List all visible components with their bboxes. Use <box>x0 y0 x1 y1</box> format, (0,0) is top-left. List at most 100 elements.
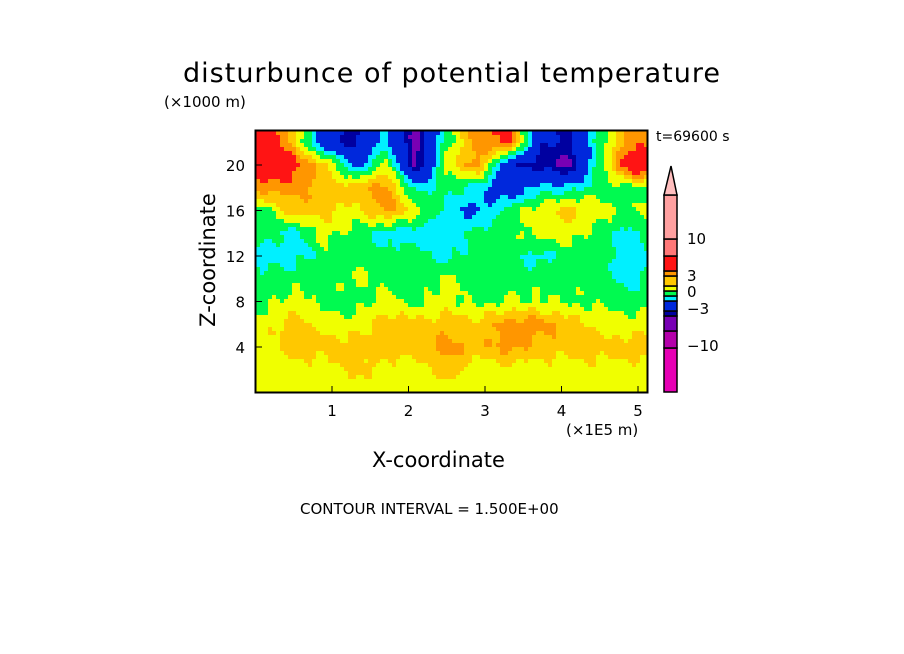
contour-cell <box>616 159 620 163</box>
contour-cell <box>292 323 296 327</box>
contour-cell <box>504 131 508 135</box>
contour-cell <box>484 179 488 183</box>
contour-cell <box>496 299 500 303</box>
contour-cell <box>376 287 380 291</box>
contour-cell <box>356 303 360 307</box>
contour-cell <box>372 303 376 307</box>
contour-cell <box>280 231 284 235</box>
contour-cell <box>624 279 628 283</box>
contour-cell <box>532 315 536 319</box>
contour-cell <box>328 295 332 299</box>
contour-cell <box>564 175 568 179</box>
contour-cell <box>528 159 532 163</box>
contour-cell <box>592 211 596 215</box>
contour-cell <box>536 255 540 259</box>
contour-cell <box>548 159 552 163</box>
contour-cell <box>644 187 647 191</box>
contour-cell <box>552 307 556 311</box>
contour-cell <box>272 315 276 319</box>
contour-cell <box>316 135 320 139</box>
contour-cell <box>588 207 592 211</box>
contour-cell <box>592 143 596 147</box>
contour-cell <box>300 255 304 259</box>
contour-cell <box>556 227 560 231</box>
contour-cell <box>376 327 380 331</box>
contour-cell <box>468 311 472 315</box>
contour-cell <box>596 199 600 203</box>
contour-cell <box>268 323 272 327</box>
contour-cell <box>572 223 576 227</box>
contour-cell <box>264 223 268 227</box>
contour-cell <box>380 311 384 315</box>
contour-cell <box>484 175 488 179</box>
contour-cell <box>420 231 424 235</box>
contour-cell <box>272 303 276 307</box>
contour-cell <box>340 235 344 239</box>
contour-cell <box>516 283 520 287</box>
contour-cell <box>552 131 556 135</box>
contour-cell <box>324 271 328 275</box>
contour-cell <box>576 323 580 327</box>
contour-cell <box>468 239 472 243</box>
contour-cell <box>580 327 584 331</box>
contour-cell <box>556 163 560 167</box>
contour-cell <box>488 163 492 167</box>
contour-cell <box>376 139 380 143</box>
contour-cell <box>504 243 508 247</box>
contour-cell <box>424 251 428 255</box>
contour-cell <box>408 179 412 183</box>
contour-cell <box>328 267 332 271</box>
contour-cell <box>536 215 540 219</box>
contour-cell <box>644 195 647 199</box>
contour-cell <box>372 175 376 179</box>
contour-cell <box>412 143 416 147</box>
contour-cell <box>384 151 388 155</box>
contour-cell <box>264 319 268 323</box>
contour-cell <box>436 299 440 303</box>
contour-cell <box>540 139 544 143</box>
contour-cell <box>256 227 260 231</box>
contour-cell <box>548 275 552 279</box>
contour-cell <box>484 203 488 207</box>
contour-cell <box>368 319 372 323</box>
contour-cell <box>440 179 444 183</box>
contour-cell <box>612 159 616 163</box>
contour-cell <box>396 267 400 271</box>
contour-cell <box>612 319 616 323</box>
contour-cell <box>316 307 320 311</box>
contour-cell <box>272 291 276 295</box>
contour-cell <box>556 239 560 243</box>
contour-cell <box>468 303 472 307</box>
contour-cell <box>444 147 448 151</box>
contour-cell <box>256 183 260 187</box>
contour-cell <box>344 183 348 187</box>
contour-cell <box>376 263 380 267</box>
contour-cell <box>520 295 524 299</box>
contour-cell <box>348 235 352 239</box>
contour-cell <box>624 167 628 171</box>
contour-cell <box>400 315 404 319</box>
contour-cell <box>300 151 304 155</box>
contour-cell <box>584 179 588 183</box>
contour-cell <box>468 199 472 203</box>
contour-cell <box>380 143 384 147</box>
contour-cell <box>616 171 620 175</box>
contour-cell <box>488 235 492 239</box>
contour-cell <box>484 251 488 255</box>
contour-cell <box>524 139 528 143</box>
contour-cell <box>480 247 484 251</box>
contour-cell <box>344 287 348 291</box>
contour-cell <box>376 267 380 271</box>
contour-cell <box>564 219 568 223</box>
contour-cell <box>632 255 636 259</box>
contour-cell <box>636 163 640 167</box>
contour-cell <box>536 235 540 239</box>
contour-cell <box>504 207 508 211</box>
contour-cell <box>632 251 636 255</box>
contour-cell <box>524 179 528 183</box>
contour-cell <box>364 159 368 163</box>
contour-cell <box>552 219 556 223</box>
contour-cell <box>544 215 548 219</box>
contour-cell <box>620 179 624 183</box>
contour-cell <box>608 215 612 219</box>
